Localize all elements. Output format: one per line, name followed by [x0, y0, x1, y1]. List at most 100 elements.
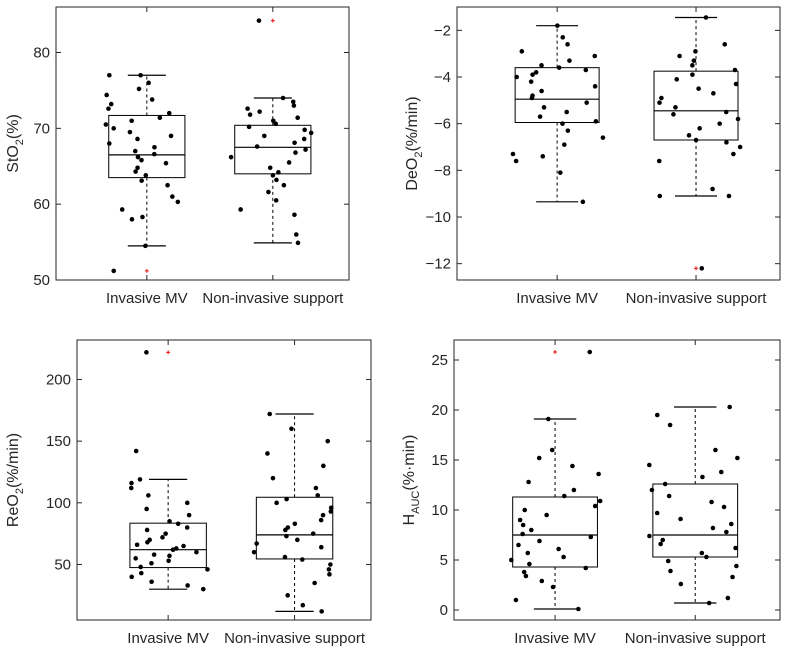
y-tick-label: 10	[431, 502, 448, 519]
data-point	[246, 124, 252, 130]
data-point	[127, 129, 133, 135]
x-category-label: Non-invasive support	[202, 290, 344, 307]
y-tick-label: 0	[440, 602, 448, 619]
data-point	[276, 170, 281, 175]
data-point	[596, 471, 601, 477]
data-point	[136, 86, 142, 92]
iqr-box	[108, 114, 186, 179]
data-point	[662, 481, 668, 487]
data-point	[730, 574, 735, 580]
data-point	[254, 541, 259, 546]
data-point	[565, 128, 571, 133]
data-point	[261, 133, 267, 139]
data-point	[592, 503, 598, 509]
data-point	[289, 426, 294, 432]
data-point	[308, 130, 314, 136]
data-point	[291, 103, 297, 108]
y-tick-label: −6	[434, 116, 451, 133]
data-point	[588, 534, 594, 540]
data-point	[274, 500, 279, 506]
data-point	[668, 568, 673, 574]
outlier-marker	[694, 266, 699, 271]
data-point	[666, 493, 672, 499]
data-point	[144, 350, 149, 355]
data-point	[133, 169, 138, 174]
data-point	[529, 527, 534, 533]
data-point	[281, 182, 287, 188]
data-point	[513, 158, 519, 164]
data-point	[713, 447, 718, 453]
data-point	[550, 584, 556, 590]
data-point	[173, 546, 179, 551]
data-point	[165, 182, 170, 188]
data-point	[293, 232, 299, 237]
data-point	[321, 463, 326, 469]
data-point	[181, 543, 186, 549]
y-axis-label: DeO2(%/min)	[404, 96, 425, 190]
data-point	[677, 53, 682, 59]
data-point	[523, 573, 529, 579]
data-point	[537, 114, 543, 119]
axes-frame	[453, 339, 781, 621]
data-point	[132, 148, 138, 154]
outlier-marker	[270, 18, 275, 23]
y-tick-label: 50	[33, 272, 50, 289]
data-point	[328, 505, 334, 511]
data-point	[561, 554, 566, 560]
data-point	[583, 565, 589, 571]
iqr-box	[129, 522, 207, 569]
data-point	[129, 118, 134, 124]
data-point	[517, 517, 523, 523]
data-point	[570, 463, 575, 469]
data-point	[667, 422, 673, 428]
data-point	[703, 15, 709, 20]
data-point	[647, 533, 652, 539]
data-point	[541, 105, 547, 110]
data-point	[135, 154, 141, 160]
outlier-marker	[144, 268, 149, 273]
data-point	[536, 455, 542, 461]
data-point	[186, 512, 192, 518]
data-point	[733, 545, 738, 551]
data-point	[555, 23, 560, 28]
data-point	[530, 72, 535, 77]
data-point	[290, 99, 296, 105]
box-group	[514, 25, 600, 203]
y-axis-label: StO2(%)	[5, 114, 26, 173]
data-point	[228, 154, 234, 160]
data-point	[318, 544, 324, 550]
data-point	[724, 529, 729, 535]
data-point	[674, 77, 680, 82]
data-point	[107, 72, 112, 78]
data-point	[711, 91, 716, 96]
data-point	[693, 49, 698, 54]
box-group	[512, 350, 598, 610]
data-point	[722, 42, 728, 47]
data-point	[710, 525, 716, 531]
data-point	[514, 74, 519, 80]
data-point	[238, 207, 243, 212]
data-point	[134, 542, 140, 548]
data-point	[647, 462, 652, 468]
data-point	[657, 100, 662, 105]
x-category-label: Invasive MV	[516, 290, 598, 307]
data-point	[571, 487, 577, 493]
data-point	[167, 519, 172, 524]
x-category-label: Non-invasive support	[224, 630, 366, 647]
data-point	[149, 97, 155, 102]
data-point	[293, 150, 298, 155]
data-point	[597, 498, 603, 504]
y-tick-label: 50	[54, 556, 71, 573]
data-point	[656, 158, 662, 164]
data-point	[539, 63, 544, 68]
box-group	[652, 406, 739, 604]
data-point	[295, 115, 300, 121]
iqr-box	[514, 67, 600, 123]
data-point	[157, 115, 163, 121]
data-point	[649, 487, 655, 493]
data-point	[528, 79, 534, 84]
data-point	[709, 499, 714, 505]
data-point	[516, 542, 521, 548]
data-point	[108, 101, 114, 107]
data-point	[735, 455, 740, 461]
